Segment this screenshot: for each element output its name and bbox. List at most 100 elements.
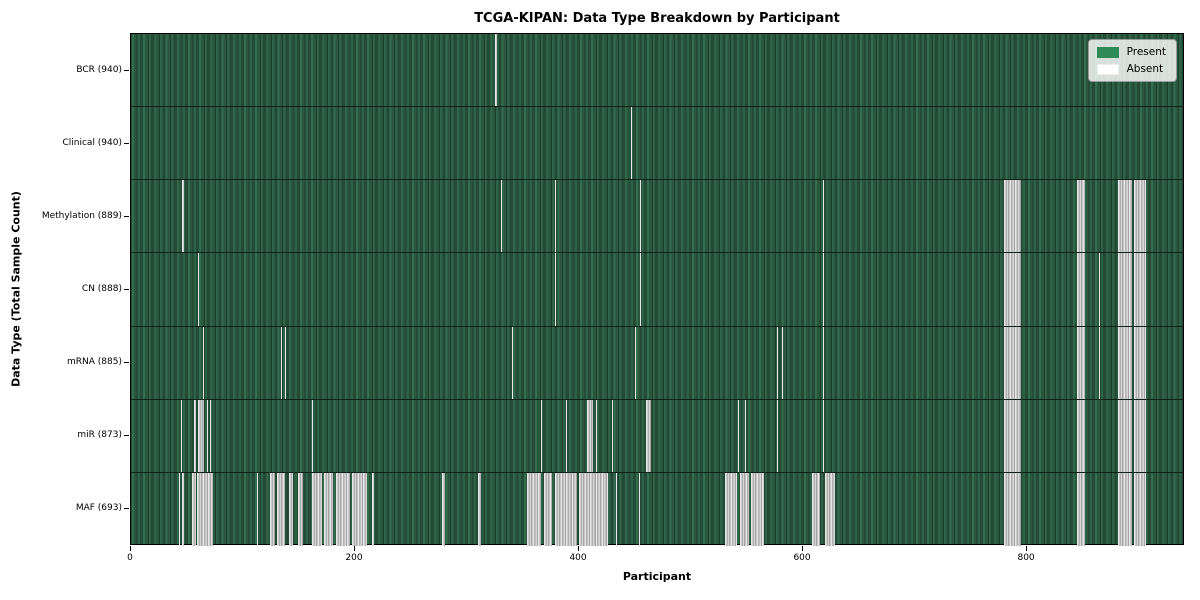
absent-stripe — [352, 472, 367, 546]
absent-stripe — [526, 472, 542, 546]
absent-stripe — [724, 472, 737, 546]
absent-stripe — [1133, 180, 1147, 253]
x-tick-mark — [130, 546, 131, 551]
absent-stripe — [441, 472, 446, 546]
legend-swatch-absent-icon — [1096, 63, 1119, 75]
absent-stripe — [738, 399, 740, 472]
y-tick-mark — [124, 362, 129, 364]
absent-stripe — [210, 399, 212, 472]
absent-stripe — [312, 472, 323, 546]
absent-stripe — [196, 472, 213, 546]
absent-stripe — [1133, 326, 1147, 399]
absent-stripe — [312, 399, 314, 472]
absent-stripe — [630, 107, 632, 180]
absent-stripe — [182, 472, 184, 546]
absent-stripe — [823, 326, 825, 399]
heatmap-row-methylation — [131, 180, 1183, 254]
x-tick-label: 200 — [345, 553, 363, 563]
x-tick-label: 600 — [793, 553, 811, 563]
absent-stripe — [280, 326, 282, 399]
x-tick-label: 400 — [569, 553, 587, 563]
chart-title: TCGA-KIPAN: Data Type Breakdown by Parti… — [474, 11, 840, 26]
heatmap-row-maf — [131, 472, 1183, 546]
absent-stripe — [1133, 472, 1147, 546]
absent-stripe — [825, 472, 836, 546]
absent-stripe — [587, 399, 593, 472]
absent-stripe — [1076, 472, 1085, 546]
absent-stripe — [1004, 253, 1021, 326]
absent-stripe — [335, 472, 351, 546]
absent-stripe — [207, 399, 209, 472]
absent-stripe — [740, 472, 750, 546]
absent-stripe — [554, 180, 556, 253]
absent-stripe — [512, 326, 514, 399]
heatmap-row-mrna — [131, 326, 1183, 400]
y-tick-mark — [124, 142, 129, 144]
absent-stripe — [477, 472, 481, 546]
absent-stripe — [611, 399, 613, 472]
heatmap-row-mir — [131, 399, 1183, 473]
absent-stripe — [541, 399, 543, 472]
y-tick-label: MAF (693) — [75, 503, 122, 514]
absent-stripe — [1133, 399, 1147, 472]
absent-stripe — [198, 253, 200, 326]
absent-stripe — [324, 472, 334, 546]
y-tick-label: mRNA (885) — [67, 357, 122, 368]
absent-stripe — [495, 34, 497, 107]
absent-stripe — [616, 472, 618, 546]
absent-stripe — [777, 326, 779, 399]
absent-stripe — [751, 472, 764, 546]
absent-stripe — [1118, 472, 1132, 546]
absent-stripe — [182, 180, 184, 253]
absent-stripe — [198, 399, 204, 472]
legend: Present Absent — [1087, 39, 1177, 82]
absent-stripe — [193, 399, 196, 472]
legend-swatch-present-icon — [1096, 46, 1119, 58]
x-tick-mark — [1026, 546, 1028, 551]
y-tick-label: Clinical (940) — [62, 137, 122, 148]
absent-stripe — [1004, 472, 1021, 546]
absent-stripe — [635, 326, 637, 399]
legend-label-present: Present — [1126, 46, 1166, 58]
absent-stripe — [1004, 399, 1021, 472]
absent-stripe — [1076, 326, 1085, 399]
absent-stripe — [285, 326, 287, 399]
absent-stripe — [1099, 326, 1101, 399]
absent-stripe — [777, 399, 779, 472]
x-tick-mark — [354, 546, 356, 551]
absent-stripe — [1133, 253, 1147, 326]
absent-stripe — [823, 253, 825, 326]
absent-stripe — [811, 472, 820, 546]
absent-stripe — [579, 472, 609, 546]
y-tick-mark — [124, 435, 129, 437]
y-tick-mark — [124, 508, 129, 510]
y-tick-label: CN (888) — [81, 284, 122, 294]
absent-stripe — [501, 180, 503, 253]
legend-item-absent: Absent — [1096, 63, 1166, 75]
x-axis-label: Participant — [622, 570, 692, 583]
heatmap-row-cn — [131, 253, 1183, 327]
absent-stripe — [1004, 326, 1021, 399]
plot-area: Present Absent — [130, 33, 1184, 546]
x-tick-label: 0 — [127, 553, 133, 563]
absent-stripe — [277, 472, 286, 546]
absent-stripe — [781, 326, 783, 399]
x-tick-label: 800 — [1017, 553, 1035, 563]
absent-stripe — [297, 472, 304, 546]
legend-label-absent: Absent — [1126, 63, 1164, 75]
absent-stripe — [1076, 180, 1085, 253]
absent-stripe — [1118, 253, 1132, 326]
absent-stripe — [554, 253, 556, 326]
absent-stripe — [372, 472, 374, 546]
y-tick-mark — [124, 289, 129, 290]
absent-stripe — [744, 399, 746, 472]
y-tick-label: BCR (940) — [76, 64, 122, 75]
x-tick-mark — [802, 546, 804, 551]
absent-stripe — [646, 399, 651, 472]
absent-stripe — [1004, 180, 1021, 253]
absent-stripe — [638, 472, 640, 546]
absent-stripe — [823, 399, 825, 472]
absent-stripe — [543, 472, 553, 546]
absent-stripe — [288, 472, 294, 546]
absent-stripe — [1118, 326, 1132, 399]
